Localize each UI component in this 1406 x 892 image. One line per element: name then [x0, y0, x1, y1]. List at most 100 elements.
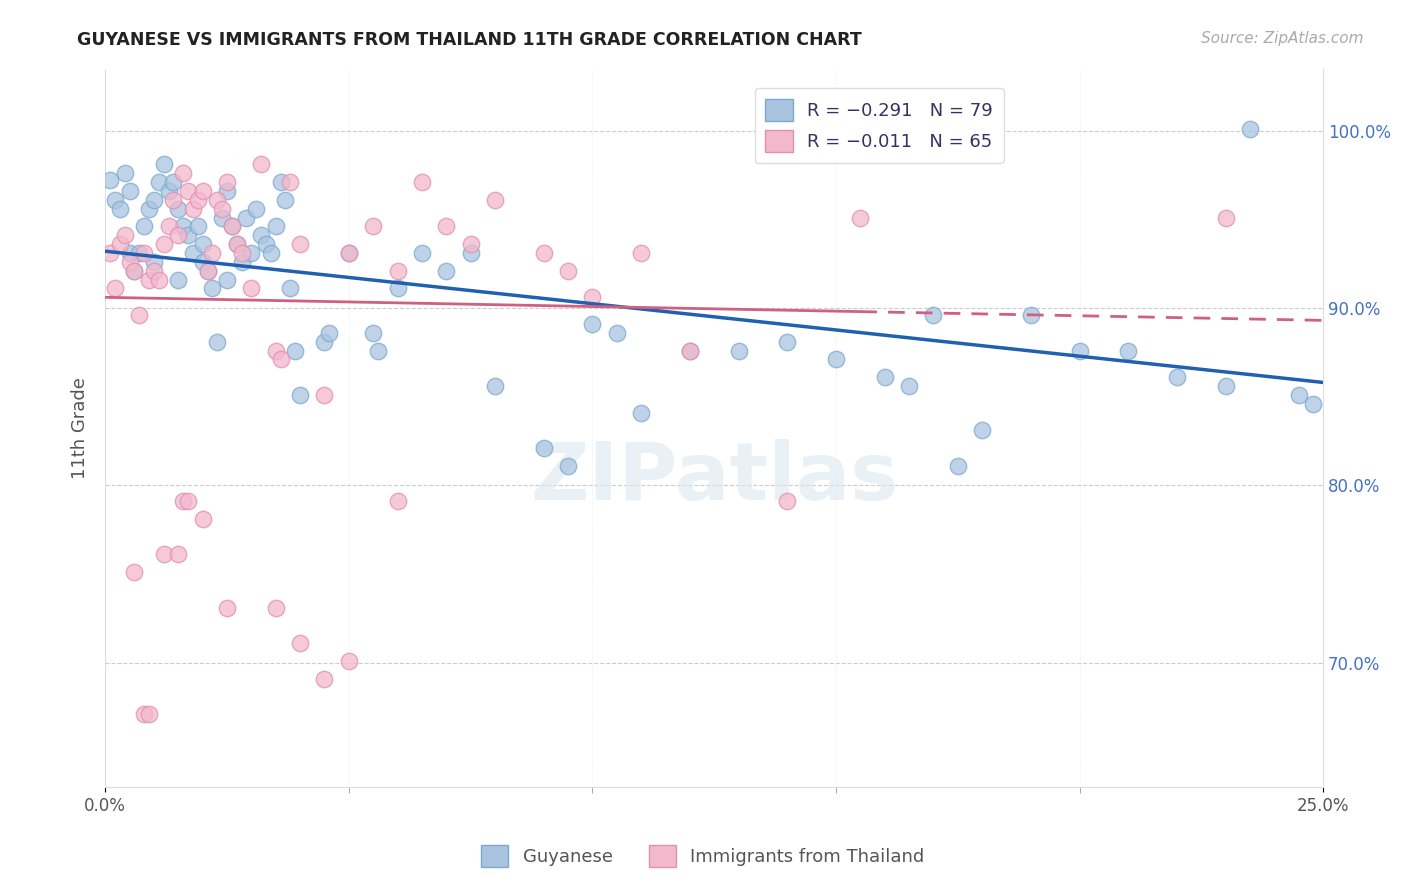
Point — [679, 343, 702, 358]
Point — [367, 343, 389, 358]
Point — [898, 379, 921, 393]
Point — [187, 193, 209, 207]
Point — [972, 423, 994, 437]
Point — [197, 263, 219, 277]
Point — [314, 388, 336, 402]
Point — [270, 352, 292, 367]
Point — [134, 707, 156, 722]
Point — [361, 219, 384, 234]
Point — [201, 281, 224, 295]
Point — [434, 263, 457, 277]
Point — [264, 343, 287, 358]
Point — [191, 237, 214, 252]
Point — [207, 193, 229, 207]
Point — [177, 184, 200, 198]
Point — [191, 255, 214, 269]
Point — [181, 202, 204, 216]
Point — [225, 237, 247, 252]
Point — [727, 343, 749, 358]
Point — [152, 157, 174, 171]
Point — [148, 175, 170, 189]
Point — [250, 228, 273, 243]
Point — [533, 246, 555, 260]
Point — [152, 237, 174, 252]
Point — [98, 173, 121, 187]
Point — [825, 352, 848, 367]
Point — [114, 166, 136, 180]
Point — [104, 281, 127, 295]
Point — [387, 263, 409, 277]
Point — [142, 263, 165, 277]
Point — [254, 237, 277, 252]
Point — [221, 219, 243, 234]
Point — [221, 219, 243, 234]
Point — [148, 272, 170, 286]
Point — [124, 263, 146, 277]
Point — [152, 548, 174, 562]
Point — [337, 654, 360, 668]
Point — [250, 157, 273, 171]
Point — [1302, 397, 1324, 411]
Point — [274, 193, 297, 207]
Point — [288, 636, 311, 650]
Point — [201, 246, 224, 260]
Point — [138, 202, 160, 216]
Point — [172, 219, 194, 234]
Point — [124, 263, 146, 277]
Point — [484, 379, 506, 393]
Point — [167, 548, 190, 562]
Point — [270, 175, 292, 189]
Point — [849, 211, 872, 225]
Point — [118, 184, 141, 198]
Point — [284, 343, 307, 358]
Point — [162, 175, 184, 189]
Point — [1288, 388, 1310, 402]
Point — [157, 219, 180, 234]
Point — [167, 228, 190, 243]
Point — [278, 175, 301, 189]
Point — [1215, 211, 1237, 225]
Point — [337, 246, 360, 260]
Point — [557, 263, 579, 277]
Point — [177, 228, 200, 243]
Point — [679, 343, 702, 358]
Point — [1239, 121, 1261, 136]
Point — [191, 512, 214, 526]
Point — [181, 246, 204, 260]
Point — [630, 246, 652, 260]
Point — [776, 494, 799, 508]
Point — [387, 494, 409, 508]
Point — [211, 211, 233, 225]
Point — [134, 246, 156, 260]
Point — [264, 219, 287, 234]
Point — [225, 237, 247, 252]
Point — [776, 334, 799, 349]
Point — [240, 281, 263, 295]
Point — [215, 184, 238, 198]
Point — [288, 388, 311, 402]
Point — [411, 246, 433, 260]
Point — [187, 219, 209, 234]
Point — [235, 211, 257, 225]
Point — [260, 246, 283, 260]
Point — [215, 272, 238, 286]
Point — [108, 202, 131, 216]
Point — [108, 237, 131, 252]
Point — [1069, 343, 1091, 358]
Point — [245, 202, 267, 216]
Point — [922, 308, 945, 322]
Point — [191, 184, 214, 198]
Point — [134, 219, 156, 234]
Point — [167, 272, 190, 286]
Legend: R = −0.291   N = 79, R = −0.011   N = 65: R = −0.291 N = 79, R = −0.011 N = 65 — [755, 88, 1004, 163]
Point — [460, 246, 482, 260]
Point — [1166, 370, 1188, 384]
Point — [434, 219, 457, 234]
Point — [172, 494, 194, 508]
Point — [337, 246, 360, 260]
Point — [197, 263, 219, 277]
Point — [215, 600, 238, 615]
Point — [215, 175, 238, 189]
Point — [630, 406, 652, 420]
Point — [1116, 343, 1139, 358]
